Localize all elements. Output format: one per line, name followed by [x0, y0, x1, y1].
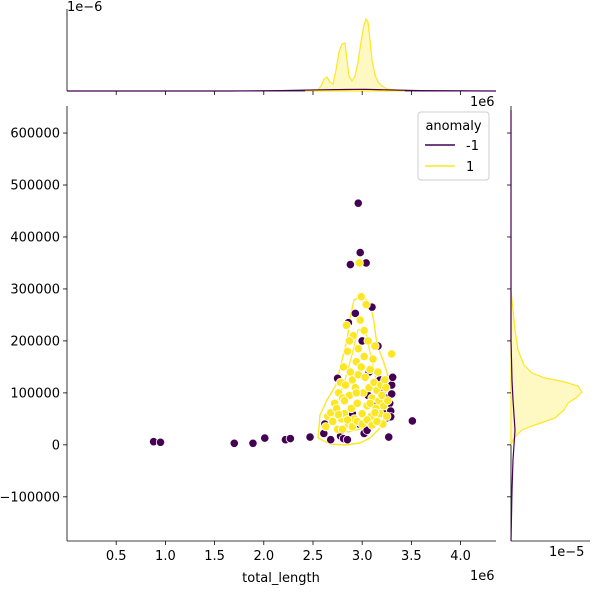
x-tick-label: 1.5 [204, 549, 225, 564]
scatter-point-normal [347, 375, 357, 385]
scatter-point-normal [352, 398, 362, 408]
scatter-point-normal [372, 416, 382, 427]
scatter-point-anomaly [384, 432, 394, 442]
scatter-point-normal [383, 396, 393, 406]
scatter-point-normal [341, 320, 352, 330]
right-marginal-offset-label: 1e−5 [549, 545, 584, 560]
scatter-point-anomaly [388, 372, 398, 382]
legend: anomaly -1 1 [417, 111, 490, 181]
x-tick-label: 3.0 [352, 549, 373, 564]
x-tick-label: 0.5 [106, 549, 127, 564]
scatter-point-normal [377, 390, 387, 401]
scatter-series-normal [321, 258, 397, 434]
scatter-point-normal [342, 415, 353, 425]
x-offset-label: 1e6 [470, 569, 495, 584]
y-tick-label: 100000 [10, 386, 60, 401]
scatter-point-normal [359, 325, 369, 336]
scatter-point-normal [342, 346, 353, 356]
scatter-point-normal [328, 416, 338, 427]
x-tick-label: 4.0 [450, 549, 471, 564]
scatter-point-normal [356, 362, 366, 372]
y-tick-label: 0 [52, 438, 60, 453]
scatter-point-normal [345, 367, 355, 377]
scatter-point-normal [368, 354, 378, 364]
scatter-point-anomaly [350, 308, 360, 318]
scatter-point-normal [338, 362, 349, 372]
y-tick-label: 600000 [10, 127, 60, 142]
legend-label-anomaly: -1 [466, 139, 479, 154]
y-tick-label: 400000 [10, 230, 60, 245]
scatter-point-normal [387, 349, 397, 359]
scatter-point-normal [333, 410, 344, 420]
scatter-point-normal [381, 383, 391, 393]
scatter-point-normal [370, 341, 380, 351]
scatter-point-anomaly [326, 435, 336, 445]
right-marginal-kde-normal [510, 289, 583, 446]
scatter-point-normal [351, 388, 361, 398]
scatter-point-normal [363, 336, 373, 346]
scatter-point-anomaly [229, 438, 239, 448]
scatter-point-normal [370, 408, 380, 418]
scatter-point-normal [357, 409, 367, 419]
scatter-point-normal [339, 396, 350, 406]
scatter-point-anomaly [260, 433, 270, 443]
scatter-point-normal [382, 411, 392, 421]
scatter-point-normal [365, 364, 375, 375]
scatter-point-anomaly [305, 432, 315, 442]
x-tick-label: 2.0 [253, 549, 274, 564]
scatter-point-anomaly [407, 416, 417, 426]
top-marginal-kde-normal [304, 17, 406, 92]
scatter-point-normal [360, 372, 370, 382]
scatter-point-anomaly [285, 434, 295, 444]
scatter-point-anomaly [353, 198, 363, 208]
scatter-point-anomaly [345, 259, 355, 270]
scatter-point-normal [365, 398, 375, 408]
scatter-point-normal [356, 292, 366, 302]
y-tick-label: 500000 [10, 178, 60, 193]
x-tick-label: 2.5 [303, 549, 324, 564]
scatter-point-normal [346, 403, 356, 414]
y-tick-label: −100000 [0, 490, 60, 505]
scatter-point-anomaly [155, 437, 166, 447]
top-marginal: 1e−6 [66, 0, 497, 92]
scatter-point-anomaly [387, 389, 397, 399]
legend-label-normal: 1 [466, 160, 474, 175]
main-axes: 0.5 1.0 1.5 2.0 2.5 3.0 3.5 4.0 −100000 0 100000 2… [0, 91, 511, 586]
x-axis-label: total_length [242, 571, 320, 586]
top-marginal-offset-label: 1e−6 [67, 0, 102, 15]
scatter-point-anomaly [248, 438, 258, 448]
legend-title: anomaly [425, 119, 481, 134]
y-tick-label: 200000 [10, 334, 60, 349]
y-axis: −100000 0 100000 200000 300000 400000 500000 60… [0, 127, 511, 505]
top-marginal-kde-anomaly [67, 88, 497, 92]
scatter-point-normal [354, 258, 364, 268]
scatter-point-normal [321, 422, 331, 432]
scatter-point-normal [353, 344, 363, 354]
scatter-point-normal [344, 336, 354, 346]
x-tick-label: 1.0 [155, 549, 176, 564]
scatter-point-normal [359, 351, 369, 362]
scatter-point-normal [373, 367, 383, 377]
y-offset-label: 1e6 [470, 95, 495, 110]
x-tick-label: 3.5 [401, 549, 422, 564]
right-marginal: 1e−5 [510, 106, 590, 560]
scatter-point-normal [361, 299, 371, 310]
scatter-point-normal [380, 375, 390, 385]
y-tick-label: 300000 [10, 282, 60, 297]
kde-contour-normal [317, 295, 391, 446]
scatter-point-anomaly [355, 247, 365, 258]
scatter-point-anomaly [342, 435, 353, 445]
right-marginal-kde-anomaly [510, 110, 516, 542]
scatter-point-normal [337, 424, 348, 434]
scatter-point-normal [355, 315, 365, 325]
legend-box [417, 111, 490, 181]
x-axis: 0.5 1.0 1.5 2.0 2.5 3.0 3.5 4.0 [106, 91, 471, 564]
scatter-point-normal [340, 380, 351, 390]
